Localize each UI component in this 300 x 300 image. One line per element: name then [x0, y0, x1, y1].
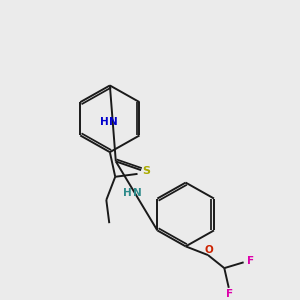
Text: F: F	[226, 289, 233, 299]
Text: H: H	[123, 188, 132, 198]
Text: N: N	[109, 117, 118, 127]
Text: O: O	[205, 245, 213, 255]
Text: F: F	[247, 256, 254, 266]
Text: S: S	[142, 166, 150, 176]
Text: N: N	[133, 188, 142, 198]
Text: H: H	[100, 117, 108, 127]
